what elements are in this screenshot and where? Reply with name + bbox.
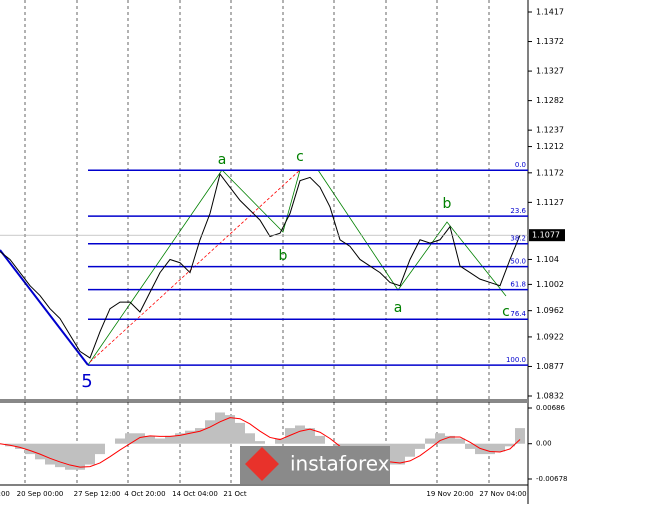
osc-bar: [25, 443, 35, 455]
osc-bar: [305, 428, 315, 444]
fib-label: 100.0: [506, 356, 526, 364]
fib-label: 23.6: [510, 207, 526, 215]
osc-bar: [485, 443, 495, 455]
watermark: instaforex: [290, 452, 390, 476]
y-tick-label: 1.104: [536, 255, 559, 264]
osc-bar: [175, 433, 185, 444]
wave-label: c: [502, 304, 510, 320]
osc-bar: [425, 438, 435, 444]
watermark-logo: [245, 447, 279, 481]
x-tick-label: 27 Sep 12:00: [74, 490, 121, 498]
x-tick-label: 20 Sep 00:00: [17, 490, 64, 498]
osc-bar: [75, 443, 85, 470]
fib-label: 38.2: [510, 235, 526, 243]
osc-bar: [495, 443, 505, 452]
osc-bar: [155, 438, 165, 444]
x-tick-label: 19 Nov 20:00: [426, 490, 473, 498]
osc-bar: [205, 420, 215, 444]
fib-label: 76.4: [510, 310, 526, 318]
osc-bar: [195, 428, 205, 444]
osc-bar: [165, 435, 175, 444]
x-tick-label: 4 Oct 20:00: [124, 490, 165, 498]
osc-bar: [435, 433, 445, 444]
osc-bar: [445, 435, 455, 444]
fib-label: 50.0: [510, 258, 526, 266]
osc-bar: [235, 422, 245, 444]
osc-bar: [45, 443, 55, 465]
x-tick-label: 2:00: [0, 490, 10, 498]
fib-label: 0.0: [515, 161, 526, 169]
wave-label: b: [279, 248, 288, 264]
osc-bar: [85, 443, 95, 465]
current-price-label: 1.1077: [532, 231, 560, 240]
osc-bar: [275, 438, 285, 444]
wave-label: a: [218, 152, 227, 168]
y-tick-label: 1.1127: [536, 198, 564, 207]
osc-bar: [55, 443, 65, 468]
osc-bar: [185, 430, 195, 444]
y-tick-label: 1.0877: [536, 362, 564, 371]
osc-bar: [405, 443, 415, 457]
y-tick-label: 1.0962: [536, 306, 564, 315]
osc-bar: [245, 433, 255, 444]
wave-line: [87, 169, 301, 366]
wave-label: b: [443, 196, 452, 212]
fib-label: 61.8: [510, 281, 526, 289]
y-tick-label: 1.0832: [536, 392, 564, 401]
osc-bar: [455, 438, 465, 444]
y-tick-label: 0.00686: [536, 404, 565, 412]
osc-bar: [145, 435, 155, 444]
osc-bar: [15, 443, 25, 449]
panel-separator: [0, 399, 528, 403]
y-tick-label: 0.00: [536, 440, 552, 448]
y-tick-label: 1.1212: [536, 142, 564, 151]
current-price-box: [529, 229, 565, 242]
osc-bar: [255, 441, 265, 444]
price-line: [0, 173, 521, 359]
osc-bar: [415, 443, 425, 449]
y-tick-label: 1.1282: [536, 96, 564, 105]
x-tick-label: 14 Oct 04:00: [172, 490, 218, 498]
y-tick-label: 1.1417: [536, 8, 564, 17]
osc-bar: [295, 425, 305, 444]
y-tick-label: -0.00678: [536, 475, 567, 483]
osc-bar: [465, 443, 475, 449]
osc-bar: [125, 433, 135, 444]
y-tick-label: 1.1327: [536, 67, 564, 76]
wave-label: a: [394, 300, 403, 316]
y-tick-label: 1.1172: [536, 168, 564, 177]
wave-label: 5: [81, 371, 92, 392]
osc-bar: [505, 443, 515, 447]
wave-line: [317, 169, 507, 297]
osc-bar: [115, 438, 125, 444]
osc-bar: [515, 428, 525, 444]
osc-bar: [315, 435, 325, 444]
y-tick-label: 1.1237: [536, 126, 564, 135]
osc-bar: [95, 443, 105, 455]
osc-bar: [215, 412, 225, 444]
y-tick-label: 1.1002: [536, 280, 564, 289]
osc-bar: [35, 443, 45, 460]
osc-bar: [65, 443, 75, 470]
y-tick-label: 1.1372: [536, 37, 564, 46]
osc-bar: [135, 433, 145, 444]
x-tick-label: 27 Nov 04:00: [479, 490, 526, 498]
x-tick-label: 21 Oct: [223, 490, 246, 498]
wave-label: c: [296, 149, 304, 165]
y-tick-label: 1.0922: [536, 332, 564, 341]
wave-line: [0, 249, 89, 366]
signal-line: [0, 417, 521, 468]
osc-bar: [225, 415, 235, 444]
osc-bar: [395, 443, 405, 465]
